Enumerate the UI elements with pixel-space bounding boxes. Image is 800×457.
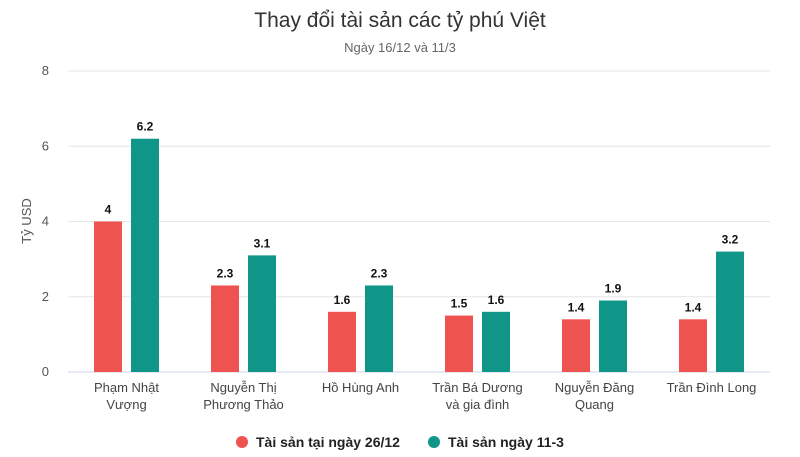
x-tick-label: Vượng <box>106 397 146 412</box>
chart-subtitle: Ngày 16/12 và 11/3 <box>344 40 456 55</box>
data-label: 1.9 <box>605 282 622 296</box>
y-tick-label: 0 <box>42 364 49 379</box>
x-tick-label: Trần Đình Long <box>667 380 757 395</box>
bar-series-1 <box>562 319 590 372</box>
x-axis: Phạm Nhật Vượng Nguyễn Thị Phương Thảo Hồ Hù… <box>94 380 756 412</box>
bar-series-2 <box>482 311 510 372</box>
data-label: 1.6 <box>488 293 505 307</box>
bar-series-1 <box>211 285 239 372</box>
labels-layer: 4 6.2 2.3 3.1 1.6 2.3 1.5 1.6 1.4 1.9 1.4 3.2 <box>105 120 739 315</box>
x-tick-label: Phạm Nhật <box>94 380 159 395</box>
grid-layer: 0 2 4 6 8 <box>42 63 770 379</box>
data-label: 1.5 <box>451 297 468 311</box>
legend-label[interactable]: Tài sản ngày 11-3 <box>448 434 564 450</box>
y-axis-label: Tỷ USD <box>19 198 34 244</box>
x-tick-label: Nguyễn Đăng <box>555 380 635 395</box>
bar-series-2 <box>599 300 627 372</box>
data-label: 2.3 <box>217 266 234 280</box>
x-tick-label: Trần Bá Dương <box>432 380 522 395</box>
legend: Tài sản tại ngày 26/12 Tài sản ngày 11-3 <box>236 434 564 450</box>
y-tick-label: 4 <box>42 214 49 229</box>
bar-series-1 <box>679 319 707 372</box>
data-label: 4 <box>105 203 112 217</box>
legend-label[interactable]: Tài sản tại ngày 26/12 <box>256 434 400 450</box>
x-tick-label: Phương Thảo <box>203 397 284 412</box>
data-label: 1.4 <box>685 300 702 314</box>
bar-series-2 <box>131 138 159 372</box>
y-tick-label: 6 <box>42 138 49 153</box>
x-tick-label: Nguyễn Thị <box>210 380 276 395</box>
data-label: 1.4 <box>568 300 585 314</box>
bar-series-1 <box>328 311 356 372</box>
y-tick-label: 2 <box>42 289 49 304</box>
x-tick-label: Quang <box>575 397 614 412</box>
bar-series-2 <box>248 255 276 372</box>
legend-marker <box>236 436 248 448</box>
chart-title: Thay đổi tài sản các tỷ phú Việt <box>254 9 546 32</box>
data-label: 1.6 <box>334 293 351 307</box>
bars-layer <box>94 138 744 372</box>
bar-series-2 <box>365 285 393 372</box>
legend-marker <box>428 436 440 448</box>
y-tick-label: 8 <box>42 63 49 78</box>
bar-series-1 <box>445 315 473 372</box>
data-label: 3.2 <box>722 233 739 247</box>
data-label: 2.3 <box>371 266 388 280</box>
data-label: 6.2 <box>137 120 154 134</box>
data-label: 3.1 <box>254 236 271 250</box>
x-tick-label: Hồ Hùng Anh <box>322 380 399 395</box>
x-tick-label: và gia đình <box>446 397 510 412</box>
bar-series-1 <box>94 221 122 372</box>
bar-series-2 <box>716 251 744 372</box>
